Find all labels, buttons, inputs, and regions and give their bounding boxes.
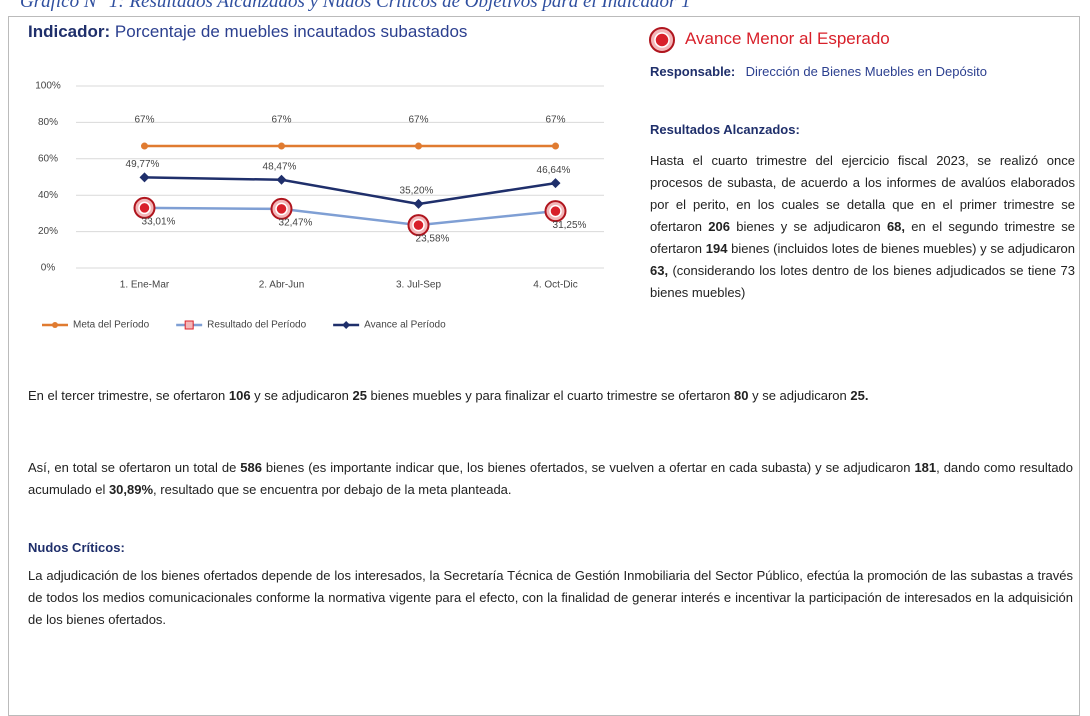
y-tick-label: 100% — [35, 81, 61, 92]
legend-marker — [342, 321, 351, 329]
y-tick-label: 20% — [38, 226, 58, 237]
indicator-label: Indicador: — [28, 22, 111, 41]
x-tick-label: 2. Abr-Jun — [259, 280, 305, 291]
bold-text: 586 — [240, 460, 262, 475]
bold-text: 80 — [734, 388, 749, 403]
point-core — [549, 204, 562, 218]
data-label: 67% — [408, 115, 428, 126]
text: (considerando los lotes dentro de los bi… — [650, 263, 1075, 300]
legend-marker — [184, 320, 194, 330]
results-paragraph: Hasta el cuarto trimestre del ejercicio … — [650, 150, 1075, 304]
point — [550, 178, 561, 189]
text: , resultado que se encuentra por debajo … — [153, 482, 512, 497]
point — [139, 172, 150, 183]
data-label: 67% — [271, 115, 291, 126]
bold-text: 63, — [650, 263, 669, 278]
legend-label: Avance al Período — [364, 320, 446, 331]
point-core — [412, 218, 425, 232]
point — [141, 142, 148, 150]
text: , dando como resultado acumulado el — [28, 460, 1074, 497]
text: En el tercer trimestre, se ofertaron — [28, 388, 229, 403]
responsible-label: Responsable: — [650, 64, 736, 79]
text: bienes (es importante indicar que, los b… — [261, 460, 915, 475]
critical-paragraph: La adjudicación de los bienes ofertados … — [28, 568, 1073, 627]
point — [413, 198, 424, 209]
point — [415, 142, 422, 150]
indicator-text: Porcentaje de muebles incautados subasta… — [114, 22, 468, 41]
point-core — [275, 202, 288, 216]
paragraph: En el tercer trimestre, se ofertaron 106… — [28, 385, 1073, 407]
status: Avance Menor al Esperado — [685, 29, 890, 48]
data-label: 32,47% — [279, 218, 313, 229]
series-line — [144, 176, 556, 206]
legend-label: Meta del Período — [73, 320, 150, 331]
x-tick-label: 3. Jul-Sep — [396, 280, 441, 291]
chart: 0% 20% 40% 60% 80% 100% 1. Ene-Mar 2. Abr-Jun 3.… — [35, 81, 604, 331]
data-label: 67% — [545, 115, 565, 126]
bold-text: 194 — [705, 241, 728, 256]
text: y se adjudicaron — [250, 388, 353, 403]
point — [278, 142, 285, 150]
series-line — [144, 206, 556, 227]
bold-text: 206 — [708, 219, 730, 234]
bold-text: 30,89% — [108, 482, 154, 497]
data-label: 33,01% — [142, 217, 176, 228]
data-label: 49,77% — [126, 159, 160, 170]
text: Así, en total se ofertaron un total de — [28, 460, 241, 475]
bold-text: 106 — [228, 388, 251, 403]
x-tick-label: 4. Oct-Dic — [533, 280, 577, 291]
y-tick-label: 0% — [41, 263, 56, 274]
text: Hasta el cuarto trimestre del ejercicio … — [650, 153, 1075, 234]
status-icon — [649, 27, 675, 53]
x-tick-label: 1. Ene-Mar — [120, 280, 170, 291]
data-label: 31,25% — [553, 220, 587, 231]
paragraph: Así, en total se ofertaron un total de 5… — [28, 457, 1073, 501]
y-tick-label: 60% — [38, 153, 58, 164]
point — [552, 142, 559, 150]
point-core — [138, 201, 151, 215]
responsible-text: Dirección de Bienes Muebles en Depósito — [745, 64, 987, 79]
data-label: 48,47% — [263, 161, 297, 172]
y-tick-label: 80% — [38, 117, 58, 128]
data-label: 67% — [134, 115, 154, 126]
text: bienes muebles y para finalizar el cuart… — [366, 388, 734, 403]
text: bienes (incluidos lotes de bienes mueble… — [727, 241, 1075, 256]
heading: Gráfico N° 1: Resultados Alcanzados y Nu… — [20, 0, 691, 12]
bold-text: 25. — [850, 388, 869, 403]
legend-marker — [52, 322, 58, 328]
results-heading: Resultados Alcanzados: — [650, 122, 800, 137]
legend-label: Resultado del Período — [207, 320, 306, 331]
text: bienes y se adjudicaron — [729, 219, 887, 234]
data-label: 23,58% — [416, 234, 450, 245]
page: Gráfico N° 1: Resultados Alcanzados y Nu… — [8, 0, 1080, 716]
point — [276, 174, 287, 185]
bold-text: 181 — [914, 460, 937, 475]
critical-heading: Nudos Críticos: — [28, 540, 125, 555]
indicator: Indicador: Porcentaje de muebles incauta… — [28, 22, 467, 42]
bold-text: 25 — [352, 388, 367, 403]
text: en el segundo trimestre se ofertaron — [650, 219, 1075, 256]
bold-text: 68, — [886, 219, 906, 234]
responsible: Responsable: Dirección de Bienes Muebles … — [650, 62, 1075, 82]
text: y se adjudicaron — [748, 388, 851, 403]
data-label: 46,64% — [537, 165, 571, 176]
data-label: 35,20% — [400, 186, 434, 197]
y-tick-label: 40% — [38, 190, 58, 201]
